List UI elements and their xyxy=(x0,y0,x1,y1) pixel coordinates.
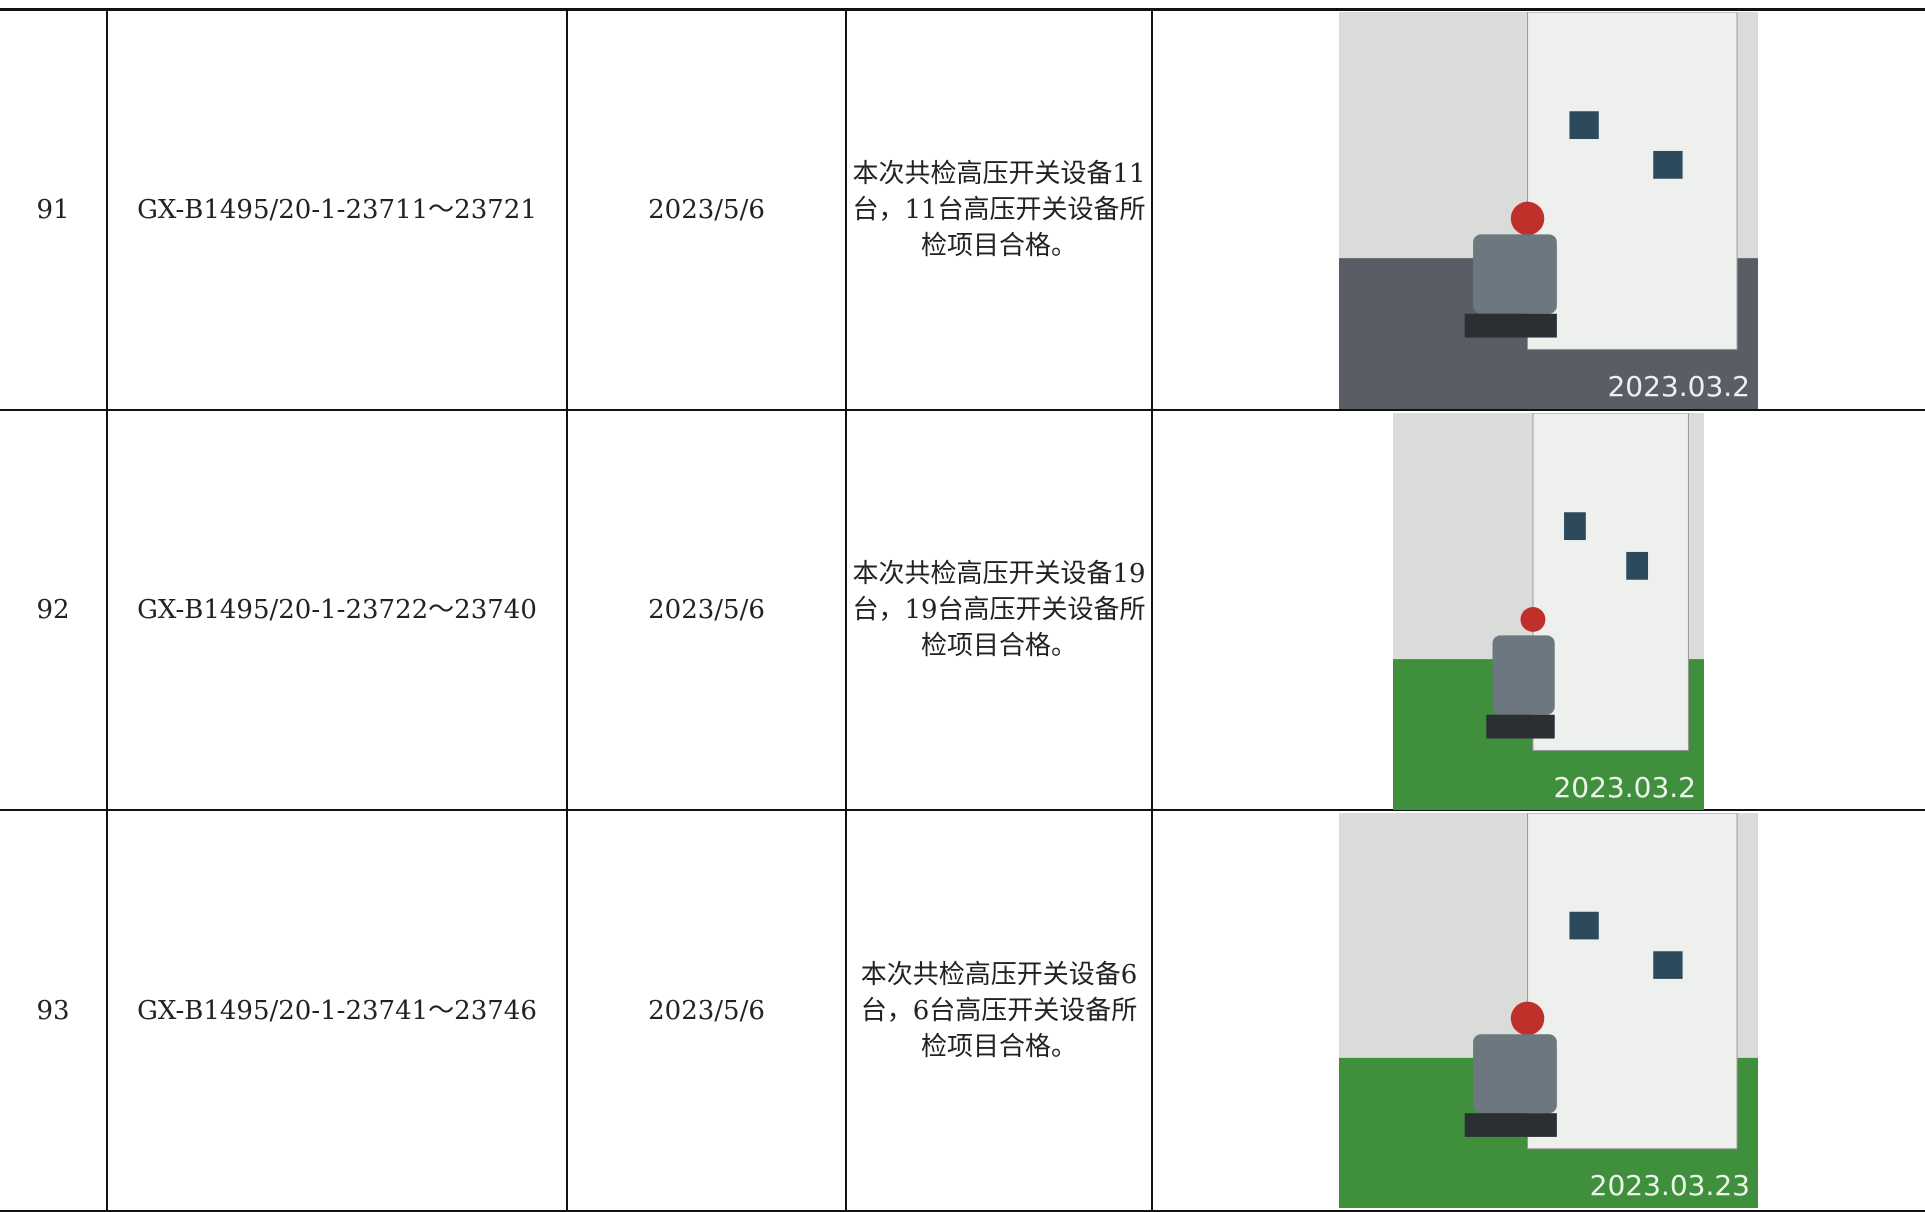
inspection-photo: 2023.03.2 xyxy=(1393,413,1704,810)
cell-text: 本次共检高压开关设备6台，6台高压开关设备所检项目合格。 xyxy=(860,959,1138,1062)
table-border xyxy=(0,8,1925,11)
cell-text: 2023/5/6 xyxy=(648,995,765,1026)
inspection-photo: 2023.03.2 xyxy=(1339,12,1758,409)
cell-text: GX-B1495/20-1-23711～23721 xyxy=(137,194,537,225)
result: 本次共检高压开关设备6台，6台高压开关设备所检项目合格。 xyxy=(847,811,1153,1212)
date: 2023/5/6 xyxy=(568,811,847,1212)
certificate-code: GX-B1495/20-1-23722～23740 xyxy=(108,410,568,811)
date: 2023/5/6 xyxy=(568,10,847,411)
cell-text: 本次共检高压开关设备11台，11台高压开关设备所检项目合格。 xyxy=(852,158,1146,261)
cell-text: 91 xyxy=(36,194,70,225)
certificate-code: GX-B1495/20-1-23741～23746 xyxy=(108,811,568,1212)
cell-text: 92 xyxy=(36,594,70,625)
row-number: 91 xyxy=(0,10,108,411)
cell-text: 本次共检高压开关设备19台，19台高压开关设备所检项目合格。 xyxy=(852,558,1146,661)
photo-image xyxy=(1393,413,1704,810)
photo-timestamp: 2023.03.2 xyxy=(1607,370,1750,403)
photo-cell xyxy=(1153,410,1925,811)
cell-text: 2023/5/6 xyxy=(648,194,765,225)
row-number: 92 xyxy=(0,410,108,811)
cell-text: GX-B1495/20-1-23741～23746 xyxy=(137,995,537,1026)
date: 2023/5/6 xyxy=(568,410,847,811)
cell-text: GX-B1495/20-1-23722～23740 xyxy=(137,594,537,625)
result: 本次共检高压开关设备11台，11台高压开关设备所检项目合格。 xyxy=(847,10,1153,411)
photo-image xyxy=(1339,813,1758,1208)
certificate-code: GX-B1495/20-1-23711～23721 xyxy=(108,10,568,411)
photo-cell xyxy=(1153,10,1925,411)
cell-text: 2023/5/6 xyxy=(648,594,765,625)
row-number: 93 xyxy=(0,811,108,1212)
cell-text: 93 xyxy=(36,995,70,1026)
inspection-photo: 2023.03.23 xyxy=(1339,813,1758,1208)
photo-image xyxy=(1339,12,1758,409)
result: 本次共检高压开关设备19台，19台高压开关设备所检项目合格。 xyxy=(847,410,1153,811)
photo-timestamp: 2023.03.2 xyxy=(1553,771,1696,804)
photo-timestamp: 2023.03.23 xyxy=(1589,1169,1750,1202)
